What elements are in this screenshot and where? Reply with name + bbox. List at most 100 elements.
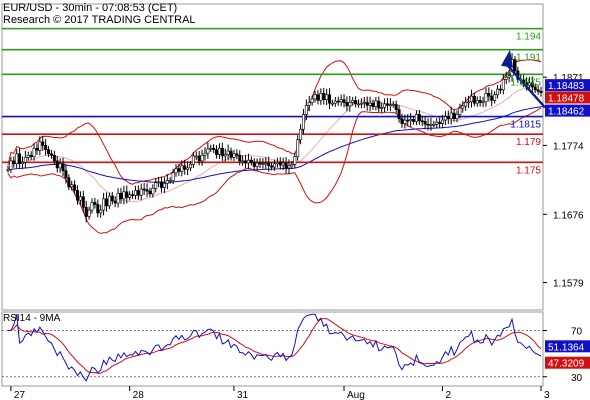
level-labels: 1.194 1.191 1.1875 1.1815 1.179 1.175 xyxy=(510,32,541,177)
candle-body xyxy=(96,204,100,214)
candle-body xyxy=(464,102,468,107)
candle-body xyxy=(215,149,219,155)
candle-body xyxy=(420,120,424,123)
candlestick xyxy=(304,99,308,120)
candlestick xyxy=(530,76,534,93)
candle-body xyxy=(136,190,140,196)
candle-body xyxy=(200,154,204,162)
indicator-axis: 70 30 51.1364 47.3209 xyxy=(543,327,590,384)
candlestick xyxy=(55,155,59,173)
rsi-tick-label: 30 xyxy=(571,373,583,384)
candlestick xyxy=(475,96,479,107)
candlestick xyxy=(264,157,268,170)
candle-body xyxy=(409,119,413,122)
level-label-pivot: 1.1815 xyxy=(510,120,541,131)
candle-body xyxy=(400,118,404,124)
candle-body xyxy=(362,102,366,104)
candle-body xyxy=(475,100,479,104)
candle-body xyxy=(377,100,381,109)
candlestick xyxy=(441,115,445,129)
candlestick xyxy=(104,192,108,212)
candle-body xyxy=(35,147,39,151)
candlestick xyxy=(275,157,279,168)
candle-body xyxy=(177,168,181,172)
candle-body xyxy=(290,164,294,167)
candlestick xyxy=(481,96,485,107)
time-tick-label: 3 xyxy=(544,390,550,400)
candlestick xyxy=(342,94,346,108)
candlestick xyxy=(177,163,181,176)
candle-body xyxy=(81,196,85,208)
candlestick xyxy=(209,144,213,153)
candlestick xyxy=(229,147,233,161)
candle-body xyxy=(391,104,395,106)
candlestick xyxy=(61,157,65,177)
candle-body xyxy=(99,209,103,214)
candle-body xyxy=(490,95,494,101)
price-tick-label: 1.1579 xyxy=(553,279,584,290)
rsi-badge-label: 47.3209 xyxy=(548,359,585,370)
candlestick xyxy=(194,151,198,160)
candlestick xyxy=(348,96,352,112)
candle-body xyxy=(217,147,221,155)
bollinger-lower-line xyxy=(7,107,542,234)
candlestick xyxy=(435,118,439,128)
rsi-lines xyxy=(8,313,542,382)
candlesticks xyxy=(6,53,543,223)
candle-body xyxy=(116,192,120,204)
candle-body xyxy=(188,164,192,169)
candle-body xyxy=(55,160,59,169)
candle-body xyxy=(397,109,401,119)
price-tick-label: 1.1774 xyxy=(553,141,584,152)
candlestick xyxy=(174,164,178,177)
candle-body xyxy=(212,147,216,150)
candle-body xyxy=(426,123,430,126)
candle-body xyxy=(29,154,33,157)
candlestick xyxy=(171,168,175,185)
candle-body xyxy=(461,105,465,109)
candle-body xyxy=(264,162,268,165)
candlestick xyxy=(154,178,158,193)
candlestick xyxy=(58,158,62,173)
candlestick xyxy=(133,185,137,200)
candle-body xyxy=(328,94,332,104)
candlestick xyxy=(183,159,187,175)
candle-body xyxy=(533,86,537,91)
moving-average xyxy=(7,84,553,203)
candle-body xyxy=(380,107,384,109)
candlestick xyxy=(139,183,143,201)
candlestick xyxy=(26,151,30,161)
rsi-badge-label: 51.1364 xyxy=(548,342,585,353)
candle-body xyxy=(469,95,473,103)
candle-body xyxy=(157,181,161,184)
candle-body xyxy=(252,161,256,167)
candlestick xyxy=(293,152,297,168)
candle-body xyxy=(478,100,482,103)
candlestick xyxy=(220,142,224,161)
candle-body xyxy=(313,94,317,100)
candlestick xyxy=(122,185,126,205)
candlestick xyxy=(325,88,329,106)
candlestick xyxy=(93,197,97,209)
candlestick xyxy=(215,145,219,159)
candlestick xyxy=(310,95,314,106)
candle-body xyxy=(487,93,491,97)
candlestick xyxy=(180,160,184,177)
candlestick xyxy=(99,204,103,218)
candle-body xyxy=(139,188,143,196)
candle-body xyxy=(18,153,22,164)
candlestick xyxy=(299,124,303,145)
candle-body xyxy=(342,99,346,103)
candlestick xyxy=(429,117,433,131)
candlestick xyxy=(307,96,311,112)
candle-body xyxy=(310,98,314,103)
forecast-arrow-head xyxy=(501,49,513,68)
candlestick xyxy=(397,105,401,123)
candle-body xyxy=(287,165,291,169)
candlestick xyxy=(128,191,132,201)
candlestick xyxy=(107,192,111,210)
candlestick xyxy=(409,112,413,127)
candle-body xyxy=(527,82,531,86)
